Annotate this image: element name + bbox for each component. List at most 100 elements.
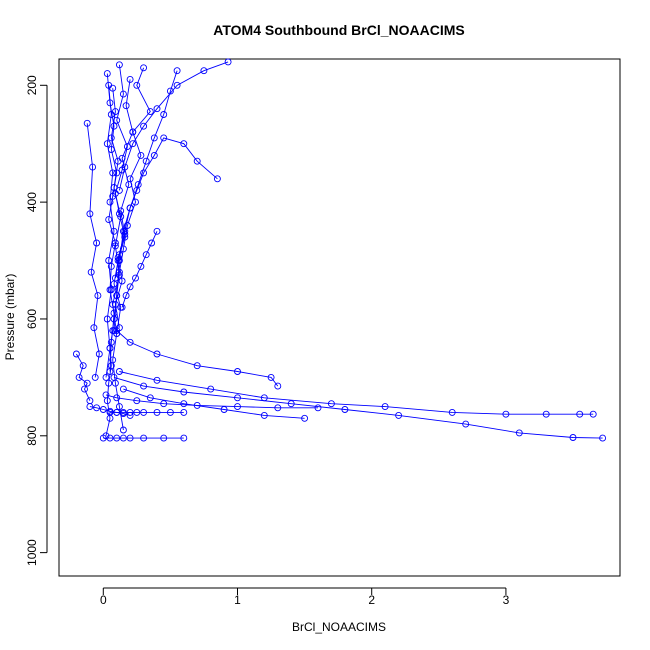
data-point bbox=[126, 283, 134, 291]
data-point bbox=[103, 140, 111, 148]
data-point bbox=[137, 262, 145, 270]
data-point bbox=[140, 408, 148, 416]
data-point bbox=[106, 344, 114, 352]
profile-series bbox=[86, 403, 134, 419]
series-layer bbox=[72, 58, 607, 442]
data-point bbox=[119, 434, 127, 442]
profile-series bbox=[102, 391, 322, 412]
data-point bbox=[91, 373, 99, 381]
data-point bbox=[462, 420, 470, 428]
data-point bbox=[153, 376, 161, 384]
profile-series bbox=[107, 84, 125, 338]
profile-line bbox=[105, 394, 318, 409]
data-point bbox=[118, 277, 126, 285]
data-point bbox=[140, 434, 148, 442]
data-point bbox=[111, 108, 119, 116]
data-point bbox=[148, 239, 156, 247]
data-point bbox=[118, 303, 126, 311]
data-point bbox=[137, 151, 145, 159]
data-point bbox=[110, 184, 118, 191]
data-point bbox=[133, 81, 141, 89]
data-point bbox=[86, 397, 94, 405]
y-tick-label: 400 bbox=[25, 192, 39, 212]
data-point bbox=[515, 429, 523, 437]
profile-series bbox=[111, 67, 181, 282]
data-point bbox=[569, 434, 577, 441]
profile-line bbox=[86, 123, 100, 378]
data-point bbox=[200, 67, 208, 75]
data-point bbox=[448, 408, 456, 416]
data-point bbox=[134, 181, 142, 189]
profile-line bbox=[113, 376, 603, 439]
data-point bbox=[110, 227, 118, 235]
profile-line bbox=[76, 353, 91, 401]
data-point bbox=[105, 216, 113, 224]
data-point bbox=[115, 251, 123, 259]
data-point bbox=[109, 169, 117, 177]
data-point bbox=[102, 391, 110, 399]
y-tick-label: 800 bbox=[25, 425, 39, 445]
data-point bbox=[75, 373, 83, 381]
data-point bbox=[224, 58, 232, 66]
data-point bbox=[99, 406, 107, 413]
data-point bbox=[126, 411, 134, 419]
data-point bbox=[111, 274, 119, 282]
profile-series bbox=[115, 58, 232, 194]
data-point bbox=[129, 128, 137, 136]
data-point bbox=[87, 268, 95, 276]
x-axis: 0 1 2 3 bbox=[100, 587, 510, 607]
data-point bbox=[153, 408, 161, 416]
x-tick-label: 0 bbox=[100, 593, 107, 607]
data-point bbox=[153, 227, 161, 235]
data-point bbox=[502, 410, 510, 418]
data-point bbox=[113, 434, 121, 442]
data-point bbox=[193, 401, 201, 409]
data-point bbox=[146, 394, 154, 402]
profile-series bbox=[110, 373, 607, 442]
data-point bbox=[395, 411, 403, 419]
data-point bbox=[140, 382, 148, 390]
data-point bbox=[142, 251, 150, 259]
data-point bbox=[106, 198, 114, 206]
data-point bbox=[111, 242, 119, 250]
y-axis-label: Pressure (mbar) bbox=[3, 274, 17, 361]
data-point bbox=[166, 408, 174, 416]
data-point bbox=[133, 397, 141, 405]
data-point bbox=[150, 151, 158, 159]
data-point bbox=[125, 181, 133, 189]
data-point bbox=[153, 105, 161, 113]
profile-line bbox=[110, 88, 122, 334]
data-point bbox=[180, 140, 188, 148]
data-point bbox=[150, 134, 158, 142]
profile-line bbox=[123, 388, 305, 419]
data-point bbox=[193, 362, 201, 370]
data-point bbox=[260, 411, 268, 419]
data-point bbox=[126, 434, 134, 442]
data-point bbox=[126, 75, 134, 83]
x-axis-label: BrCl_NOAACIMS bbox=[292, 620, 386, 634]
y-tick-label: 600 bbox=[25, 309, 39, 329]
data-point bbox=[327, 400, 335, 408]
data-point bbox=[341, 406, 349, 413]
data-point bbox=[117, 213, 125, 221]
data-point bbox=[119, 410, 127, 418]
data-point bbox=[105, 257, 113, 264]
data-point bbox=[381, 403, 389, 411]
data-point bbox=[93, 404, 101, 412]
data-point bbox=[115, 61, 123, 69]
data-point bbox=[110, 373, 118, 381]
data-point bbox=[173, 81, 181, 89]
data-point bbox=[90, 324, 98, 332]
data-point bbox=[542, 410, 550, 418]
data-point bbox=[115, 186, 123, 194]
data-point bbox=[173, 67, 181, 75]
data-point bbox=[93, 239, 101, 247]
data-point bbox=[95, 350, 103, 358]
plot-frame bbox=[58, 58, 621, 577]
data-point bbox=[140, 64, 148, 72]
data-point bbox=[115, 368, 123, 375]
data-point bbox=[119, 385, 127, 393]
data-point bbox=[126, 338, 134, 346]
profile-line bbox=[119, 371, 594, 415]
